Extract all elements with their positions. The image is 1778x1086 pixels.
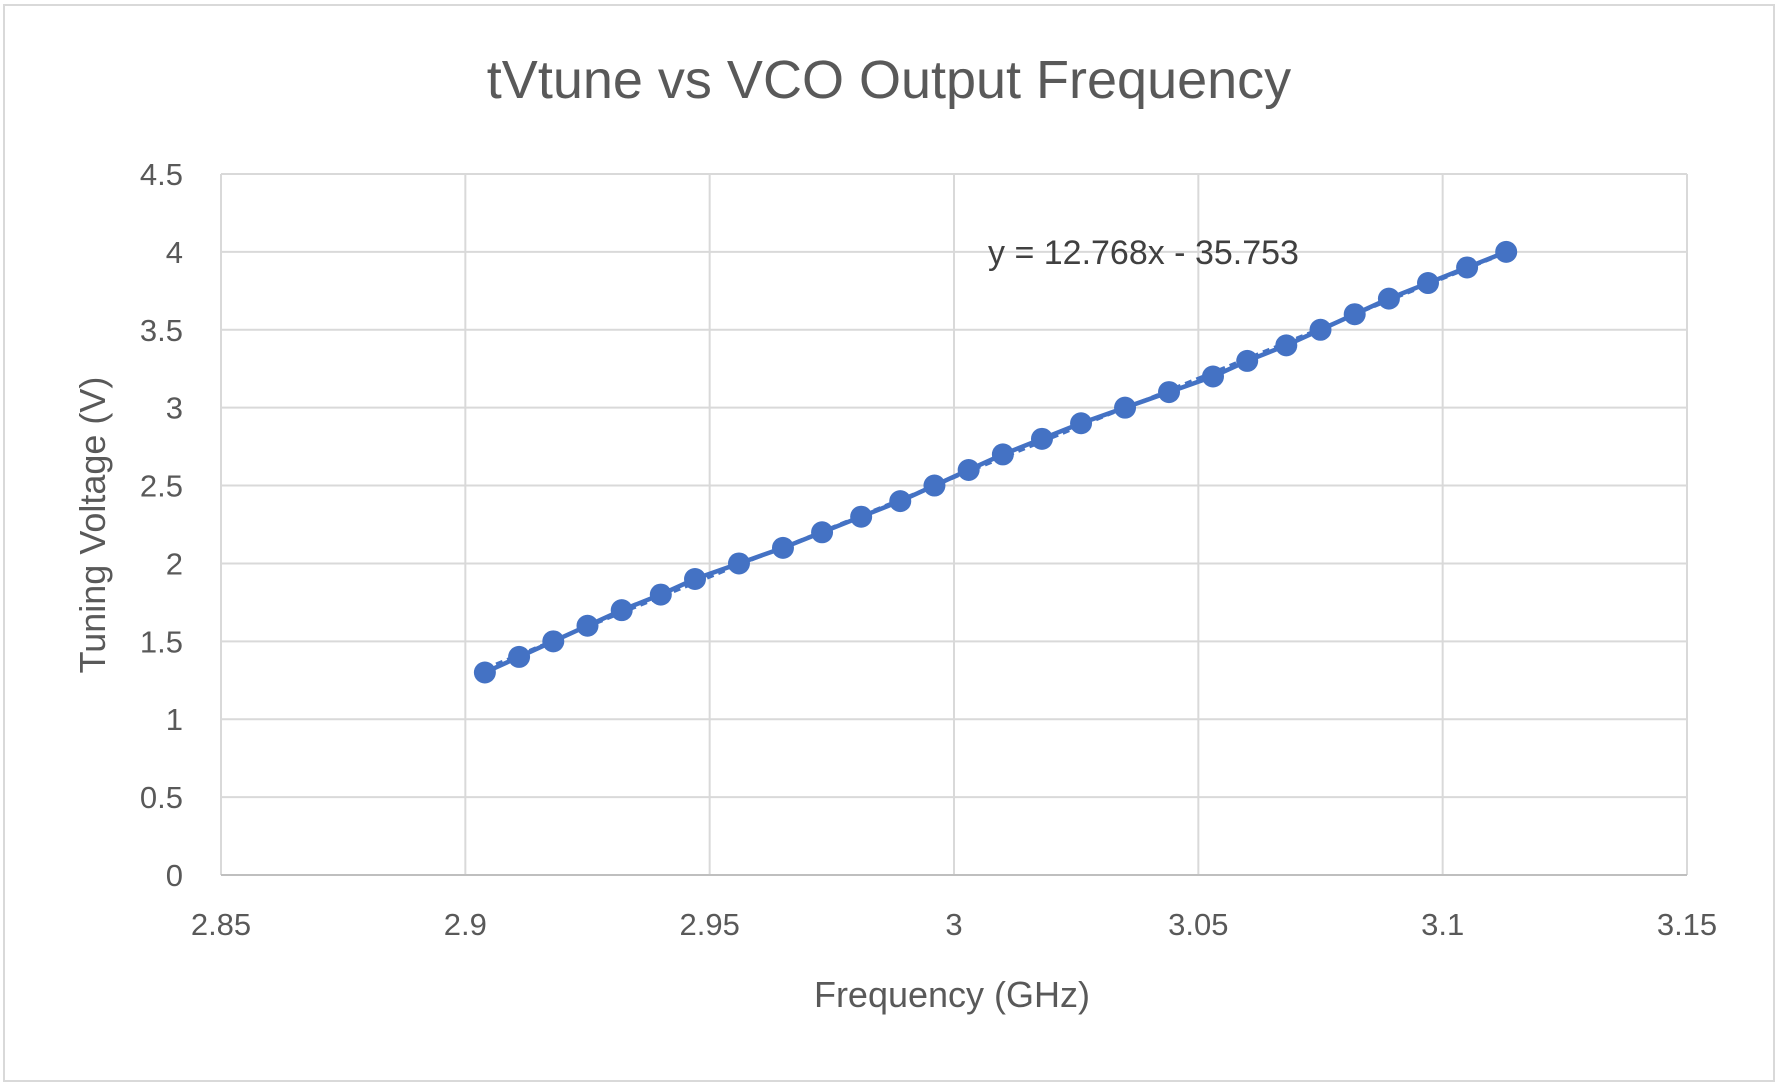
x-tick-label: 3 — [945, 907, 962, 942]
y-tick-label: 4 — [166, 235, 183, 270]
data-point — [1456, 256, 1479, 279]
y-tick-label: 4.5 — [140, 157, 183, 192]
data-point — [610, 599, 633, 622]
y-tick-label: 0.5 — [140, 780, 183, 815]
x-tick-label: 2.95 — [679, 907, 739, 942]
data-point — [850, 505, 873, 528]
data-point — [649, 583, 672, 606]
data-point — [889, 490, 912, 513]
data-point — [1377, 287, 1400, 310]
y-tick-label: 2.5 — [140, 469, 183, 504]
x-tick-label: 2.9 — [444, 907, 487, 942]
data-point — [542, 630, 565, 653]
data-point — [1495, 240, 1518, 263]
y-tick-labels: 0 0.5 1 1.5 2 2.5 3 3.5 4 4.5 — [140, 157, 183, 893]
data-point — [1201, 365, 1224, 388]
data-point — [1158, 381, 1181, 404]
data-point — [1309, 318, 1332, 341]
data-point — [1417, 272, 1440, 295]
y-tick-label: 1 — [166, 702, 183, 737]
y-tick-label: 1.5 — [140, 624, 183, 659]
data-point — [1236, 349, 1259, 372]
data-point — [1275, 334, 1298, 357]
data-point — [957, 458, 980, 481]
data-points — [473, 240, 1518, 684]
x-tick-label: 3.05 — [1168, 907, 1228, 942]
data-point — [1070, 412, 1093, 435]
chart-frame — [3, 4, 1775, 1082]
y-tick-label: 3 — [166, 391, 183, 426]
data-point — [1343, 303, 1366, 326]
y-tick-label: 3.5 — [140, 313, 183, 348]
x-tick-label: 3.1 — [1421, 907, 1464, 942]
data-point — [923, 474, 946, 497]
data-point — [727, 552, 750, 575]
data-point — [991, 443, 1014, 466]
data-point — [1114, 396, 1137, 419]
data-point — [811, 521, 834, 544]
data-point — [576, 614, 599, 637]
data-point — [771, 536, 794, 559]
x-tick-labels: 2.85 2.9 2.95 3 3.05 3.1 3.15 — [191, 907, 1717, 942]
trendline-equation: y = 12.768x - 35.753 — [988, 234, 1299, 272]
x-tick-label: 2.85 — [191, 907, 251, 942]
y-tick-label: 0 — [166, 858, 183, 893]
data-point — [1030, 427, 1053, 450]
data-point — [473, 661, 496, 684]
chart-title: tVtune vs VCO Output Frequency — [487, 50, 1291, 110]
data-point — [508, 645, 531, 668]
x-tick-label: 3.15 — [1657, 907, 1717, 942]
data-point — [684, 568, 707, 591]
grid-lines — [220, 173, 1688, 875]
y-axis-title: Tuning Voltage (V) — [72, 377, 113, 674]
series-line — [483, 249, 1508, 675]
y-tick-label: 2 — [166, 546, 183, 581]
x-axis-title: Frequency (GHz) — [814, 974, 1090, 1015]
